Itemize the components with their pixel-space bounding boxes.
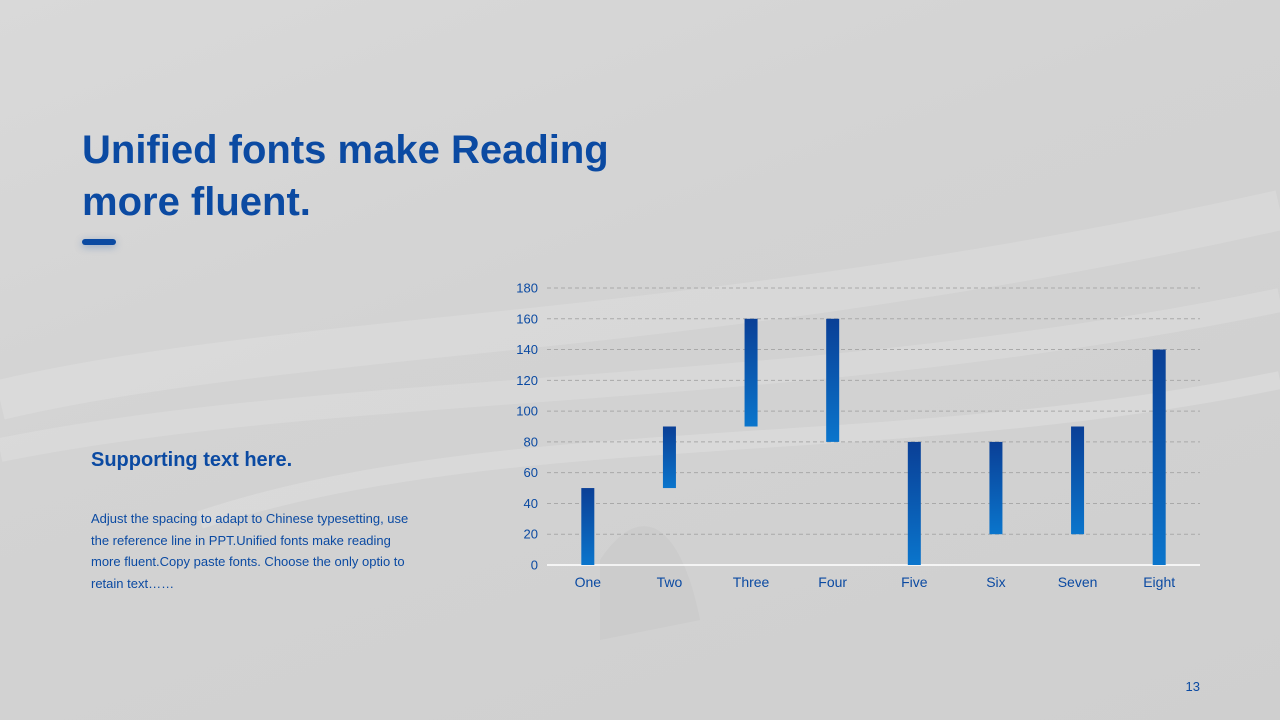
title-accent-bar (82, 239, 116, 245)
bar-seven (1071, 426, 1085, 535)
page-number: 13 (1185, 679, 1200, 694)
x-tick-label-five: Five (901, 574, 928, 590)
y-tick-label: 180 (516, 281, 538, 296)
title-line-2: more fluent. (82, 180, 311, 224)
bar-one (581, 488, 595, 565)
bar-eight (1152, 349, 1166, 565)
bar-two (662, 426, 676, 489)
bar-five (907, 441, 921, 565)
y-tick-label: 160 (516, 311, 538, 326)
supporting-text: Adjust the spacing to adapt to Chinese t… (91, 511, 409, 591)
x-tick-label-three: Three (733, 574, 770, 590)
bar-three (744, 318, 758, 427)
grid-lines (547, 287, 1200, 566)
bar-six (989, 441, 1003, 535)
y-tick-label: 60 (524, 465, 538, 480)
y-tick-label: 80 (524, 434, 538, 449)
page-title: Unified fonts make Reading more fluent. (82, 124, 609, 228)
y-tick-label: 20 (524, 527, 538, 542)
y-tick-label: 120 (516, 373, 538, 388)
bar-four (826, 318, 840, 442)
x-tick-label-seven: Seven (1058, 574, 1098, 590)
y-tick-label: 40 (524, 496, 538, 511)
x-tick-label-six: Six (986, 574, 1005, 590)
x-axis-ticks: One Two Three Four Five Six Seven Eight (575, 574, 1176, 590)
bars (581, 318, 1166, 565)
x-tick-label-one: One (575, 574, 602, 590)
x-tick-label-four: Four (818, 574, 847, 590)
y-axis-ticks: 0 20 40 60 80 100 120 140 160 180 (516, 281, 538, 573)
title-line-1: Unified fonts make Reading (82, 128, 609, 172)
x-tick-label-eight: Eight (1143, 574, 1175, 590)
y-tick-label: 0 (531, 558, 538, 573)
y-tick-label: 100 (516, 404, 538, 419)
supporting-title: Supporting text here. (91, 449, 293, 471)
y-tick-label: 140 (516, 342, 538, 357)
x-tick-label-two: Two (657, 574, 683, 590)
